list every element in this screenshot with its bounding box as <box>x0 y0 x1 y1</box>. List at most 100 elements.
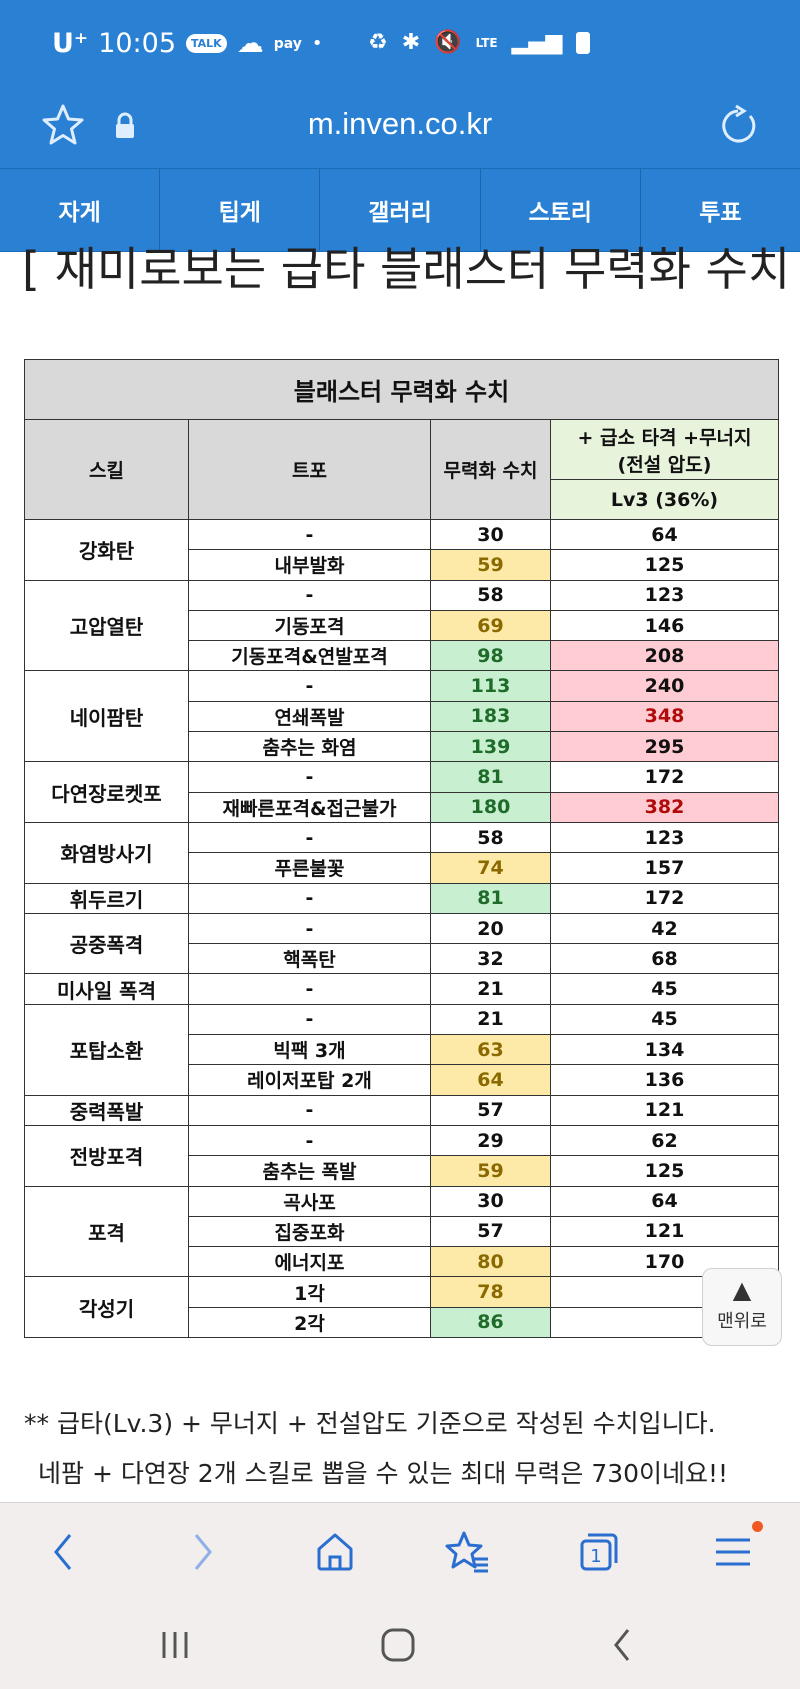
lte-icon: LTE <box>475 35 498 50</box>
boost-cell: 45 <box>550 1003 779 1036</box>
home-circle-icon[interactable] <box>373 1620 423 1670</box>
tabs-icon[interactable]: 1 <box>574 1527 624 1577</box>
value-cell: 74 <box>430 852 551 884</box>
system-navigation-bar <box>0 1600 800 1689</box>
skill-cell: 각성기 <box>24 1276 189 1339</box>
table-row: 화염방사기 - 58 123 <box>24 821 779 884</box>
browser-toolbar: 1 <box>0 1502 800 1600</box>
boost-cell: 123 <box>550 579 779 611</box>
tripod-cell: - <box>188 882 431 914</box>
table-body: 강화탄 - 30 64 내부발화 59 125 고압열탄 - 58 123 기동… <box>24 518 779 1339</box>
tab-story[interactable]: 스토리 <box>479 169 640 251</box>
value-cell: 29 <box>430 1124 551 1157</box>
tripod-cell: 기동포격 <box>188 609 431 642</box>
back-icon[interactable] <box>40 1527 90 1577</box>
table-row: 강화탄 - 30 64 <box>24 518 779 581</box>
skill-cell: 포격 <box>24 1185 189 1278</box>
tripod-cell: 2각 <box>188 1306 431 1339</box>
skill-cell: 다연장로켓포 <box>24 761 189 823</box>
tripod-cell: 곡사포 <box>188 1185 431 1217</box>
tab-vote[interactable]: 투표 <box>639 169 800 251</box>
boost-cell: 295 <box>550 731 779 763</box>
table-row: 고압열탄 - 58 123 <box>24 579 779 672</box>
home-icon[interactable] <box>310 1527 360 1577</box>
url-text[interactable]: m.inven.co.kr <box>307 106 493 141</box>
forward-icon[interactable] <box>176 1527 226 1577</box>
tripod-cell: 내부발화 <box>188 549 431 581</box>
boost-cell: 125 <box>550 1155 779 1187</box>
reload-icon[interactable] <box>716 104 760 148</box>
url-bar: m.inven.co.kr <box>0 88 800 168</box>
recent-apps-icon[interactable] <box>150 1620 200 1670</box>
table-row: 빅팩 3개 63 134 <box>25 1034 779 1066</box>
value-cell: 63 <box>430 1034 551 1066</box>
clock: 10:05 <box>98 28 176 59</box>
skill-cell: 고압열탄 <box>24 579 189 672</box>
system-back-icon[interactable] <box>598 1620 648 1670</box>
table-row: 춤추는 폭발 59 125 <box>25 1155 779 1187</box>
carrier-label: U⁺ <box>52 28 89 59</box>
table-row: 미사일 폭격 - 21 45 <box>24 973 779 1005</box>
boost-cell: 62 <box>550 1124 779 1157</box>
table-row: 전방포격 - 29 62 <box>24 1124 779 1187</box>
menu-notification-badge <box>752 1521 763 1532</box>
boost-cell: 382 <box>550 791 779 823</box>
value-cell: 20 <box>430 912 551 945</box>
tab-tip-board[interactable]: 팁게 <box>159 169 319 251</box>
value-cell: 59 <box>430 1155 551 1187</box>
value-cell: 58 <box>430 821 551 854</box>
skill-cell: 휘두르기 <box>24 882 189 914</box>
value-cell: 183 <box>430 700 551 733</box>
col-header-tripod: 트포 <box>188 419 431 520</box>
value-cell: 180 <box>430 791 551 823</box>
up-arrow-icon: ▲ <box>732 1276 752 1304</box>
tripod-cell: 연쇄폭발 <box>188 700 431 733</box>
neutralize-table: 블래스터 무력화 수치 스킬 트포 무력화 수치 + 급소 타격 +무너지 (전… <box>24 359 779 1339</box>
boost-cell: 64 <box>550 518 779 551</box>
boost-cell: 208 <box>550 640 779 672</box>
signal-icon: ▂▄▆ <box>511 30 563 55</box>
bookmarks-icon[interactable] <box>442 1527 492 1577</box>
col-header-boost-line1: + 급소 타격 +무너지 <box>577 426 752 449</box>
tripod-cell: - <box>188 761 431 793</box>
table-row: 집중포화 57 121 <box>25 1215 779 1248</box>
bookmark-star-icon[interactable] <box>40 102 86 148</box>
boost-cell: 121 <box>550 1094 779 1126</box>
boost-cell: 125 <box>550 549 779 581</box>
value-cell: 57 <box>430 1215 551 1248</box>
tripod-cell: - <box>188 670 431 702</box>
value-cell: 21 <box>430 1003 551 1036</box>
status-bar: U⁺ 10:05 TALK ☁ pay • ♻ ✱ 🔇 LTE ▂▄▆ <box>0 0 800 88</box>
pay-icon: pay <box>273 35 302 52</box>
tripod-cell: - <box>188 821 431 854</box>
tab-free-board[interactable]: 자게 <box>58 200 101 226</box>
table-row: 기동포격&연발포격 98 208 <box>25 640 779 672</box>
tripod-cell: 1각 <box>188 1276 431 1308</box>
tab-gallery[interactable]: 갤러리 <box>319 169 479 251</box>
value-cell: 86 <box>430 1306 551 1339</box>
boost-cell: 172 <box>550 761 779 793</box>
article-heading: [ 재미로보는 급타 블래스터 무력화 수치 ] <box>22 244 792 294</box>
skill-cell: 네이팜탄 <box>24 670 189 763</box>
menu-icon[interactable] <box>708 1527 758 1577</box>
value-cell: 21 <box>430 973 551 1005</box>
tripod-cell: - <box>188 1003 431 1036</box>
scroll-to-top-button[interactable]: ▲ 맨위로 <box>702 1268 782 1346</box>
value-cell: 80 <box>430 1246 551 1278</box>
skill-cell: 전방포격 <box>24 1124 189 1187</box>
boost-cell: 42 <box>550 912 779 945</box>
tripod-cell: 기동포격&연발포격 <box>188 640 431 672</box>
value-cell: 81 <box>430 882 551 914</box>
value-cell: 81 <box>430 761 551 793</box>
table-row: 푸른불꽃 74 157 <box>25 852 779 884</box>
notification-dot-icon: • <box>311 33 323 54</box>
cloud-icon: ☁ <box>236 28 264 59</box>
boost-cell: 64 <box>550 1185 779 1217</box>
skill-cell: 화염방사기 <box>24 821 189 884</box>
boost-cell: 123 <box>550 821 779 854</box>
tripod-cell: 재빠른포격&접근불가 <box>188 791 431 823</box>
boost-cell: 240 <box>550 670 779 702</box>
table-row: 재빠른포격&접근불가 180 382 <box>25 791 779 823</box>
note-line-1: ** 급타(Lv.3) + 무너지 + 전설압도 기준으로 작성된 수치입니다. <box>24 1409 716 1438</box>
value-cell: 30 <box>430 1185 551 1217</box>
